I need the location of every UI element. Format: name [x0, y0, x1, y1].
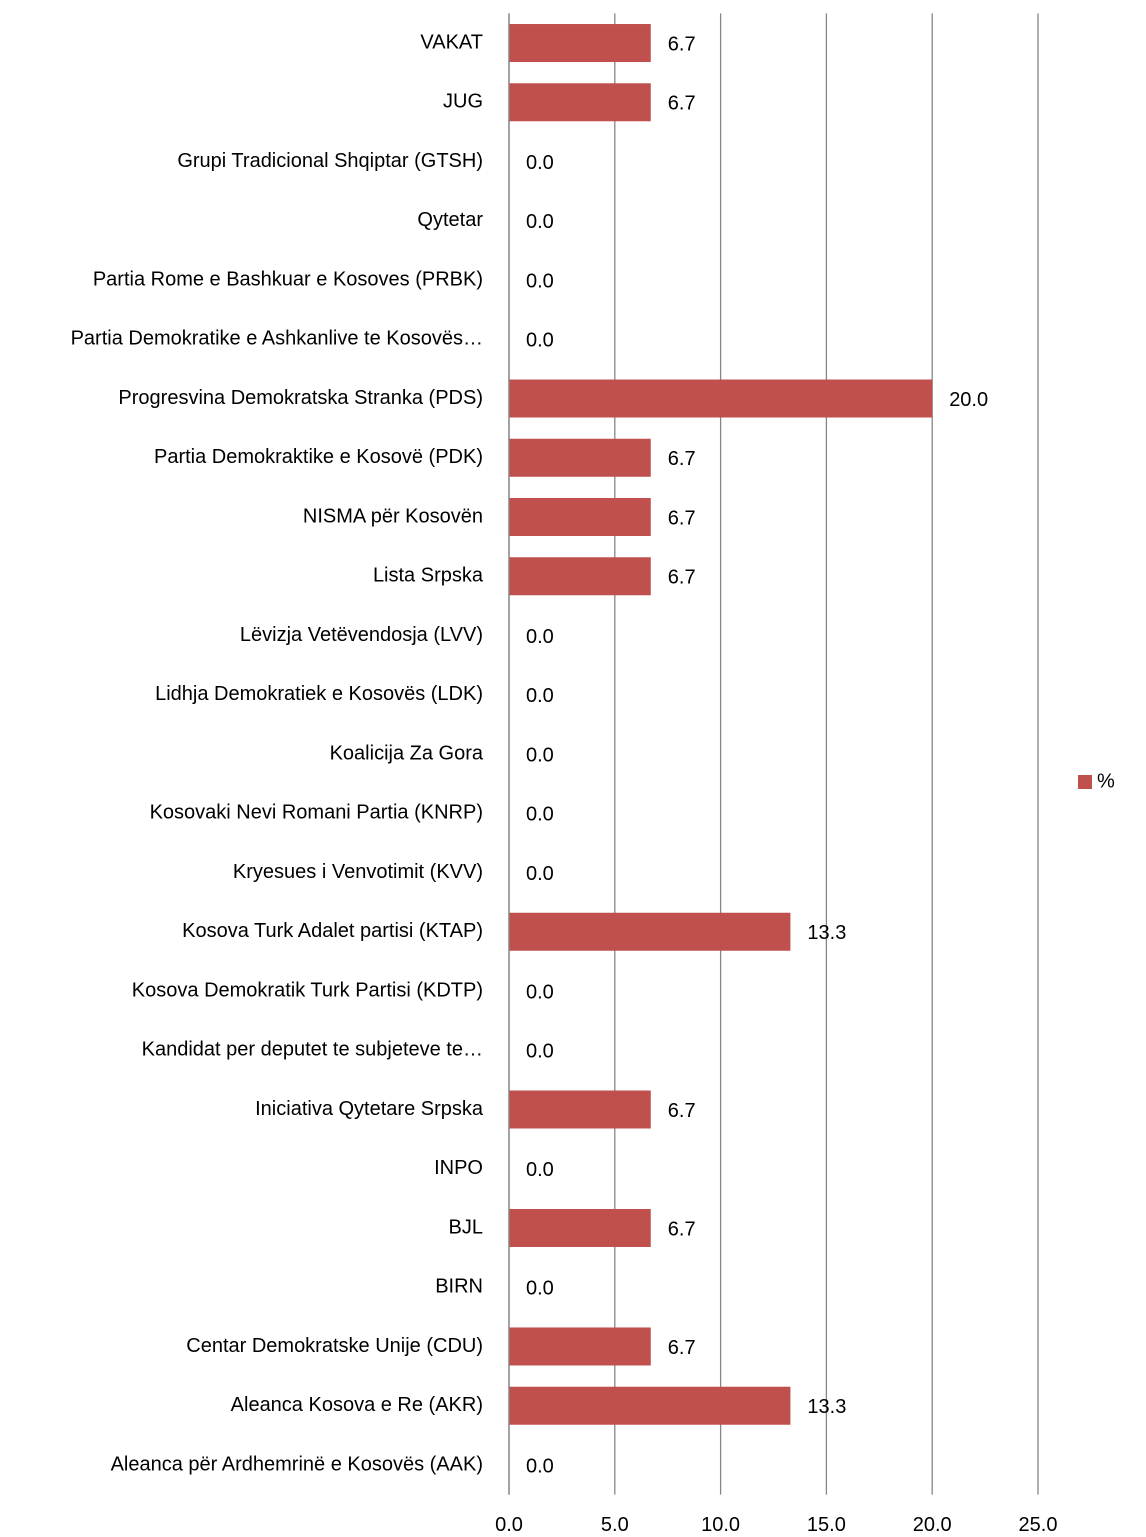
y-tick-label: Lista Srpska [373, 565, 484, 587]
value-label: 0.0 [526, 330, 554, 352]
bar [509, 1327, 651, 1366]
x-tick-label: 0.0 [495, 1514, 523, 1536]
value-label: 0.0 [526, 685, 554, 707]
bar [509, 1208, 651, 1247]
y-tick-label: Aleanca për Ardhemrinë e Kosovës (AAK) [111, 1453, 483, 1475]
value-label: 0.0 [526, 863, 554, 885]
value-label: 13.3 [807, 1396, 846, 1418]
value-label: 0.0 [526, 1041, 554, 1063]
bar [509, 24, 651, 63]
value-label: 0.0 [526, 270, 554, 292]
x-tick-label: 25.0 [1019, 1514, 1058, 1536]
y-tick-label: Lëvizja Vetëvendosja (LVV) [240, 624, 483, 646]
y-tick-label: VAKAT [420, 31, 483, 53]
value-label: 13.3 [807, 922, 846, 944]
bar [509, 557, 651, 596]
y-tick-label: Lidhja Demokratiek e Kosovës (LDK) [155, 683, 483, 705]
value-label: 0.0 [526, 152, 554, 174]
y-tick-label: Partia Demokraktike e Kosovë (PDK) [154, 446, 483, 468]
value-label: 6.7 [668, 1100, 696, 1122]
value-label: 0.0 [526, 1455, 554, 1477]
y-tick-label: Aleanca Kosova e Re (AKR) [231, 1394, 483, 1416]
y-tick-label: Grupi Tradicional Shqiptar (GTSH) [177, 150, 483, 172]
value-label: 0.0 [526, 744, 554, 766]
y-tick-label: Kosova Turk Adalet partisi (KTAP) [182, 920, 483, 942]
y-tick-label: NISMA për Kosovën [303, 505, 483, 527]
y-tick-label: Progresvina Demokratska Stranka (PDS) [118, 387, 483, 409]
bar [509, 379, 933, 418]
y-tick-label: Centar Demokratske Unije (CDU) [186, 1335, 483, 1357]
y-tick-label: Partia Rome e Bashkuar e Kosoves (PRBK) [93, 268, 483, 290]
y-tick-label: Partia Demokratike e Ashkanlive te Kosov… [71, 328, 483, 350]
legend-swatch [1078, 775, 1092, 789]
y-tick-label: INPO [434, 1157, 483, 1179]
value-label: 0.0 [526, 1278, 554, 1300]
x-tick-label: 10.0 [701, 1514, 740, 1536]
value-label: 6.7 [668, 1337, 696, 1359]
value-label: 6.7 [668, 567, 696, 589]
x-tick-label: 5.0 [601, 1514, 629, 1536]
value-label: 0.0 [526, 211, 554, 233]
y-tick-label: JUG [443, 91, 483, 113]
value-label: 6.7 [668, 1218, 696, 1240]
y-tick-label: Kryesues i Venvotimit (KVV) [233, 861, 483, 883]
value-label: 6.7 [668, 507, 696, 529]
bar [509, 438, 651, 477]
y-tick-label: Kosova Demokratik Turk Partisi (KDTP) [132, 979, 483, 1001]
bar [509, 912, 791, 951]
x-tick-label: 15.0 [807, 1514, 846, 1536]
value-label: 0.0 [526, 626, 554, 648]
bar [509, 498, 651, 537]
value-label: 6.7 [668, 448, 696, 470]
y-tick-label: Koalicija Za Gora [330, 742, 484, 764]
bar [509, 83, 651, 122]
y-tick-label: BJL [449, 1216, 483, 1238]
value-label: 6.7 [668, 93, 696, 115]
value-label: 0.0 [526, 1159, 554, 1181]
x-tick-label: 20.0 [913, 1514, 952, 1536]
y-tick-label: Kandidat per deputet te subjeteve te… [142, 1039, 483, 1061]
value-label: 0.0 [526, 804, 554, 826]
y-tick-label: Kosovaki Nevi Romani Partia (KNRP) [150, 802, 483, 824]
bar [509, 1386, 791, 1425]
value-label: 0.0 [526, 981, 554, 1003]
value-label: 20.0 [949, 389, 988, 411]
value-label: 6.7 [668, 33, 696, 55]
y-tick-label: Qytetar [417, 209, 483, 231]
bar [509, 1090, 651, 1129]
y-tick-label: Iniciativa Qytetare Srpska [255, 1098, 484, 1120]
y-tick-label: BIRN [435, 1276, 483, 1298]
legend-label: % [1097, 770, 1115, 792]
